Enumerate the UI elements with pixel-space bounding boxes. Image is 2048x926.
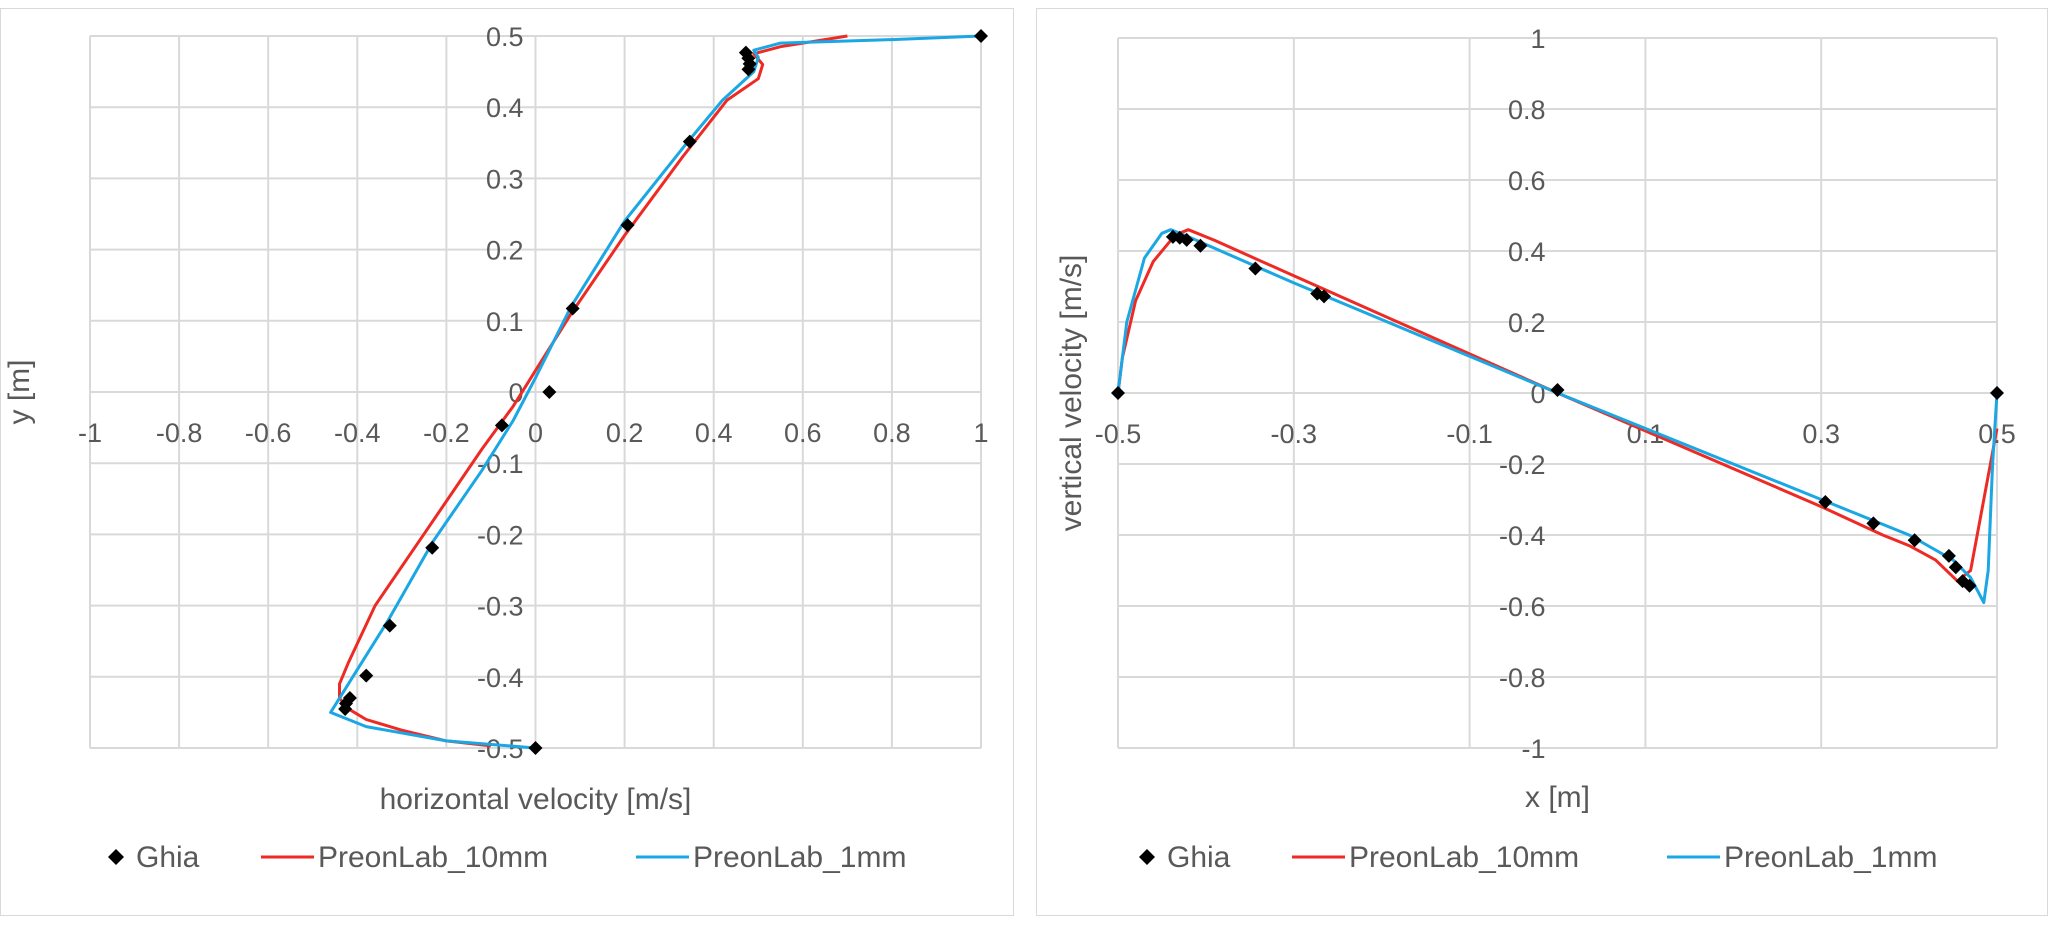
x-tick-label: -1 bbox=[78, 418, 102, 448]
ghia-data-point bbox=[382, 618, 397, 633]
x-axis-title: horizontal velocity [m/s] bbox=[380, 783, 692, 816]
y-tick-label: 0 bbox=[508, 378, 523, 408]
y-tick-label: -0.4 bbox=[477, 663, 524, 693]
ghia-data-point bbox=[1310, 286, 1325, 301]
y-tick-label: -1 bbox=[1521, 734, 1545, 764]
ghia-data-point bbox=[682, 134, 697, 149]
y-axis-title: y [m] bbox=[3, 360, 36, 425]
y-tick-label: 1 bbox=[1530, 24, 1545, 54]
y-tick-label: -0.5 bbox=[477, 734, 524, 764]
ghia-data-point bbox=[1955, 574, 1970, 589]
ghia-data-point bbox=[1818, 495, 1833, 510]
y-tick-label: -0.4 bbox=[1499, 521, 1546, 551]
y-tick-label: -0.2 bbox=[1499, 450, 1546, 480]
x-tick-label: 1 bbox=[973, 418, 988, 448]
ghia-data-point bbox=[1248, 261, 1263, 276]
x-tick-label: 0.6 bbox=[784, 418, 822, 448]
x-tick-label: 0.3 bbox=[1802, 419, 1840, 449]
x-tick-label: -0.1 bbox=[1446, 419, 1493, 449]
legend-label-10mm: PreonLab_10mm bbox=[318, 841, 548, 874]
legend-label-1mm: PreonLab_1mm bbox=[693, 841, 906, 874]
ghia-data-point bbox=[1941, 548, 1956, 563]
legend-label-1mm: PreonLab_1mm bbox=[1724, 841, 1937, 874]
ghia-data-point bbox=[338, 702, 353, 717]
series-line-preonlab_1mm bbox=[329, 34, 982, 750]
ghia-data-point bbox=[1550, 383, 1565, 398]
y-tick-label: 0.8 bbox=[1508, 95, 1546, 125]
x-tick-label: 0.2 bbox=[606, 418, 644, 448]
chart-panel-vertical-velocity: -0.5 -0.3 -0.1 0.1 0.3 0.5 1 0.8 0.6 0.4 0.2 0 -0.2-… bbox=[1036, 8, 2048, 916]
y-tick-label: 0.4 bbox=[486, 93, 524, 123]
ghia-data-point bbox=[542, 385, 557, 399]
y-tick-label: 0.6 bbox=[1508, 166, 1546, 196]
chart-horizontal-velocity: -1 -0.8 -0.6 -0.4 -0.2 0 0.2 0.4 0.6 0.8 1 0.5 0.4 0.… bbox=[3, 22, 989, 874]
ghia-data-point bbox=[741, 62, 756, 77]
ghia-data-point bbox=[1111, 386, 1125, 400]
x-tick-label: -0.4 bbox=[334, 418, 381, 448]
x-axis-title: x [m] bbox=[1525, 781, 1590, 814]
y-tick-label: 0.5 bbox=[486, 22, 524, 52]
legend-marker-ghia bbox=[1139, 849, 1155, 865]
ghia-data-point bbox=[974, 29, 988, 43]
ghia-data-point bbox=[1948, 560, 1963, 575]
ghia-data-point bbox=[1866, 516, 1881, 531]
y-axis-title: vertical velocity [m/s] bbox=[1055, 255, 1088, 532]
ghia-data-point bbox=[1990, 386, 2004, 400]
x-tick-label: 0.4 bbox=[695, 418, 733, 448]
ghia-data-point bbox=[620, 218, 635, 233]
y-tick-label: -0.2 bbox=[477, 520, 524, 550]
x-tick-label: -0.8 bbox=[156, 418, 203, 448]
legend-label-ghia: Ghia bbox=[1167, 841, 1231, 874]
ghia-data-point bbox=[1193, 238, 1208, 253]
x-tick-label: 0 bbox=[528, 418, 543, 448]
legend-marker-ghia bbox=[108, 849, 124, 865]
y-tick-label: 0.2 bbox=[486, 236, 524, 266]
ghia-data-point bbox=[494, 418, 509, 433]
y-tick-label: -0.1 bbox=[477, 449, 524, 479]
ghia-data-point bbox=[1165, 229, 1180, 244]
ghia-data-point bbox=[528, 741, 543, 755]
ghia-data-point bbox=[565, 301, 580, 316]
y-tick-label: 0.4 bbox=[1508, 237, 1546, 267]
x-tick-label: 0.8 bbox=[873, 418, 911, 448]
legend-label-10mm: PreonLab_10mm bbox=[1349, 841, 1579, 874]
y-tick-label: -0.3 bbox=[477, 592, 524, 622]
x-tick-label: -0.6 bbox=[245, 418, 292, 448]
y-tick-label: 0.3 bbox=[486, 164, 524, 194]
y-tick-label: -0.8 bbox=[1499, 663, 1546, 693]
ghia-data-point bbox=[359, 668, 374, 683]
chart-vertical-velocity: -0.5 -0.3 -0.1 0.1 0.3 0.510.80.60.40.20-0.2-… bbox=[1055, 24, 2016, 874]
y-tick-label: 0.2 bbox=[1508, 308, 1546, 338]
x-tick-label: -0.2 bbox=[423, 418, 470, 448]
y-tick-label: -0.6 bbox=[1499, 592, 1546, 622]
series-line-preonlab_1mm bbox=[1116, 228, 1999, 604]
x-tick-label: -0.3 bbox=[1271, 419, 1318, 449]
x-tick-label: -0.5 bbox=[1095, 419, 1142, 449]
legend-label-ghia: Ghia bbox=[136, 841, 200, 874]
chart-panel-horizontal-velocity: -1 -0.8 -0.6 -0.4 -0.2 0 0.2 0.4 0.6 0.8 1 0.5 0.4 0.… bbox=[0, 8, 1014, 916]
series-line-preonlab_10mm bbox=[338, 34, 848, 748]
series-line-preonlab_10mm bbox=[1116, 228, 1999, 583]
y-tick-label: 0.1 bbox=[486, 307, 524, 337]
ghia-data-point bbox=[1907, 533, 1922, 548]
ghia-data-point bbox=[425, 540, 440, 555]
